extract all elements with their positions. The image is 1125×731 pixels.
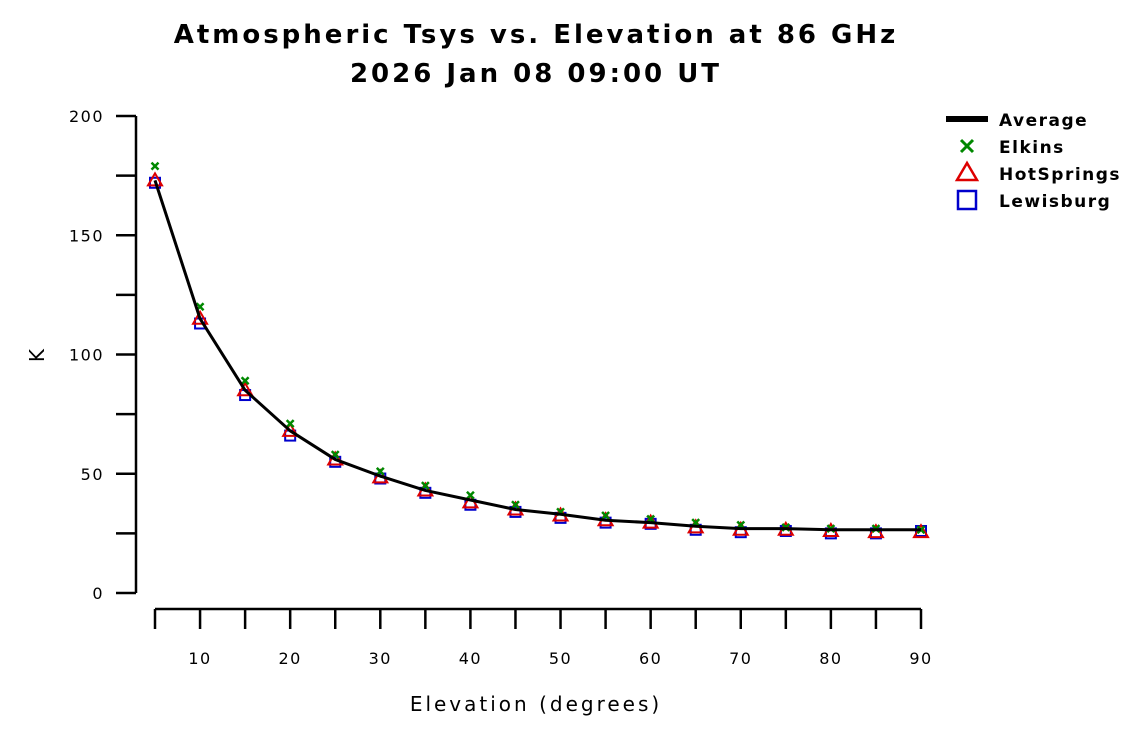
x-tick-label: 70 <box>729 649 752 668</box>
x-tick-label: 10 <box>188 649 211 668</box>
x-axis-label: Elevation (degrees) <box>410 692 662 716</box>
x-marker-stroke <box>466 490 475 500</box>
x-marker-stroke <box>601 511 610 520</box>
legend-label-average: Average <box>999 111 1088 131</box>
data-point-hotsprings <box>281 421 299 437</box>
x-tick-label: 40 <box>459 649 482 668</box>
data-point-hotsprings <box>236 381 254 397</box>
data-point-hotsprings <box>191 309 209 325</box>
y-tick-label: 50 <box>81 465 104 484</box>
y-tick-label: 150 <box>69 226 104 245</box>
axes: 0 50 100 150 200 10 20 30 40 50 60 70 80 90 <box>69 107 932 668</box>
y-tick-label: 200 <box>69 107 104 126</box>
legend-label-hotsprings: HotSprings <box>999 165 1121 185</box>
x-tick-label: 90 <box>909 649 932 668</box>
x-tick-label: 80 <box>819 649 842 668</box>
data-point-elkins <box>420 481 430 491</box>
x-tick-label: 60 <box>639 649 662 668</box>
data-point-elkins <box>285 419 295 429</box>
plot-area <box>146 161 930 540</box>
x-marker-stroke <box>285 419 295 429</box>
legend-swatch-hotsprings <box>954 160 980 182</box>
x-tick-label: 20 <box>278 649 301 668</box>
data-point-elkins <box>466 490 475 500</box>
chart-title: Atmospheric Tsys vs. Elevation at 86 GHz <box>174 20 899 50</box>
data-point-elkins <box>601 511 610 520</box>
chart-subtitle: 2026 Jan 08 09:00 UT <box>350 59 722 89</box>
data-point-elkins <box>240 376 250 386</box>
legend-label-lewisburg: Lewisburg <box>999 192 1111 212</box>
series-line-average <box>153 179 921 532</box>
data-point-elkins <box>150 161 160 171</box>
legend-swatch-lewisburg <box>956 189 978 211</box>
data-point-elkins <box>511 500 520 510</box>
y-axis-label: K <box>25 346 49 362</box>
legend-label-elkins: Elkins <box>999 138 1065 158</box>
x-marker-stroke <box>959 138 975 154</box>
legend-swatch-elkins <box>959 138 975 154</box>
x-marker-stroke <box>420 481 430 491</box>
x-tick-label: 50 <box>549 649 572 668</box>
x-marker-stroke <box>240 376 250 386</box>
legend: Average Elkins HotSprings Lewisburg <box>946 111 1121 212</box>
y-tick-label: 0 <box>92 584 104 603</box>
x-marker-stroke <box>150 161 160 171</box>
data-point-hotsprings <box>146 171 164 187</box>
y-tick-label: 100 <box>69 346 104 365</box>
x-tick-label: 30 <box>369 649 392 668</box>
x-marker-stroke <box>511 500 520 510</box>
